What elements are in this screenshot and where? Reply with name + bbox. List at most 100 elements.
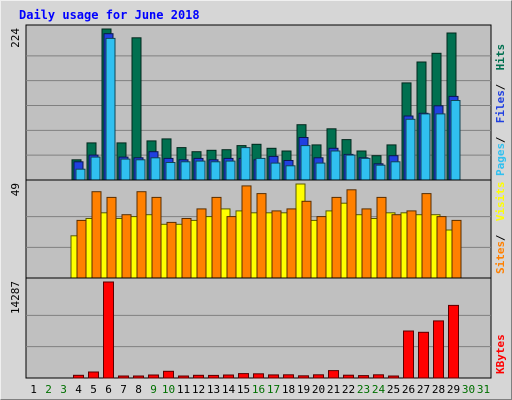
bar-pages-day-17 [270,162,281,181]
bar-pages-day-21 [330,150,341,181]
legend-files: Files [494,90,507,123]
bar-sites-day-17 [271,210,282,279]
bar-pages-day-9 [150,157,161,181]
bar-pages-day-27 [420,113,431,181]
ymax-label-kbytes: 14287 [9,281,22,314]
x-tick-label-day-2: 2 [45,383,52,396]
bar-pages-day-7 [120,158,131,181]
bar-kbytes-day-24 [373,374,384,379]
bar-sites-day-10 [166,221,177,279]
x-tick-label-day-20: 20 [312,383,325,396]
bar-pages-day-10 [165,162,176,181]
bar-sites-day-5 [91,191,102,279]
x-tick-label-day-9: 9 [150,383,157,396]
legend-kbytes: KBytes [494,334,507,374]
x-tick-label-day-4: 4 [75,383,82,396]
bar-kbytes-day-15 [238,373,249,379]
bar-kbytes-day-17 [268,374,279,379]
x-tick-label-day-31: 31 [477,383,490,396]
x-tick-label-day-5: 5 [90,383,97,396]
bar-kbytes-day-13 [208,374,219,379]
ymax-label-hits-files-pages: 224 [9,28,22,48]
bar-kbytes-day-7 [118,375,129,379]
ymax-label-visits-sites: 49 [9,183,22,196]
bar-pages-day-26 [405,118,416,181]
bar-sites-day-8 [136,191,147,279]
bar-sites-day-11 [181,218,192,279]
bar-kbytes-day-11 [178,375,189,379]
bar-kbytes-day-29 [448,304,459,379]
bar-kbytes-day-5 [88,371,99,379]
bar-kbytes-day-25 [388,375,399,379]
bar-kbytes-day-6 [103,281,114,379]
bar-sites-day-22 [346,189,357,279]
bar-pages-day-22 [345,154,356,181]
bar-kbytes-day-27 [418,331,429,379]
bar-kbytes-day-4 [73,374,84,379]
bar-kbytes-day-18 [283,374,294,379]
legend-visits: Visits [494,181,507,221]
bar-kbytes-day-21 [328,370,339,379]
x-tick-label-day-24: 24 [372,383,386,396]
x-tick-label-day-26: 26 [402,383,415,396]
bar-pages-day-14 [225,160,236,181]
bar-sites-day-29 [451,219,462,279]
bar-pages-day-23 [360,157,371,181]
bar-kbytes-day-23 [358,375,369,379]
x-tick-label-day-13: 13 [207,383,220,396]
bar-pages-day-15 [240,147,251,181]
bar-kbytes-day-12 [193,374,204,379]
bar-pages-day-4 [75,168,86,181]
bar-kbytes-day-22 [343,374,354,379]
bar-pages-day-20 [315,162,326,181]
bar-pages-day-12 [195,160,206,181]
bar-kbytes-day-26 [403,330,414,379]
bar-sites-day-27 [421,193,432,279]
bar-sites-day-12 [196,208,207,279]
x-tick-label-day-30: 30 [462,383,475,396]
x-tick-label-day-16: 16 [252,383,265,396]
bar-kbytes-day-14 [223,374,234,379]
chart-title: Daily usage for June 2018 [19,8,200,22]
legend-hits: Hits [494,44,507,71]
x-tick-label-day-15: 15 [237,383,250,396]
bar-sites-day-13 [211,196,222,279]
x-tick-label-day-10: 10 [162,383,175,396]
x-tick-label-day-29: 29 [447,383,460,396]
bar-sites-day-24 [376,196,387,279]
bar-sites-day-21 [331,196,342,279]
x-tick-label-day-19: 19 [297,383,310,396]
x-tick-label-day-11: 11 [177,383,190,396]
bar-sites-day-6 [106,196,117,279]
bar-pages-day-6 [105,37,116,181]
x-tick-label-day-23: 23 [357,383,370,396]
bar-sites-day-23 [361,208,372,279]
bar-pages-day-28 [435,113,446,181]
bar-sites-day-25 [391,214,402,279]
bar-kbytes-day-28 [433,320,444,379]
x-tick-label-day-1: 1 [30,383,37,396]
bar-sites-day-16 [256,193,267,279]
x-tick-label-day-12: 12 [192,383,205,396]
bar-pages-day-13 [210,161,221,181]
bar-sites-day-4 [76,219,87,279]
x-tick-label-day-28: 28 [432,383,445,396]
bar-pages-day-5 [90,156,101,181]
bar-kbytes-day-10 [163,370,174,379]
x-tick-label-day-17: 17 [267,383,280,396]
bar-pages-day-24 [375,164,386,181]
bar-sites-day-9 [151,196,162,279]
bar-sites-day-7 [121,214,132,279]
bar-pages-day-18 [285,165,296,181]
x-tick-label-day-21: 21 [327,383,340,396]
bar-kbytes-day-8 [133,375,144,379]
bar-kbytes-day-20 [313,374,324,379]
bar-sites-day-26 [406,210,417,279]
legend-separator: / [494,234,507,241]
bar-sites-day-20 [316,216,327,279]
bar-sites-day-19 [301,200,312,279]
bar-kbytes-day-9 [148,374,159,379]
bar-pages-day-25 [390,161,401,181]
x-tick-label-day-3: 3 [60,383,67,396]
